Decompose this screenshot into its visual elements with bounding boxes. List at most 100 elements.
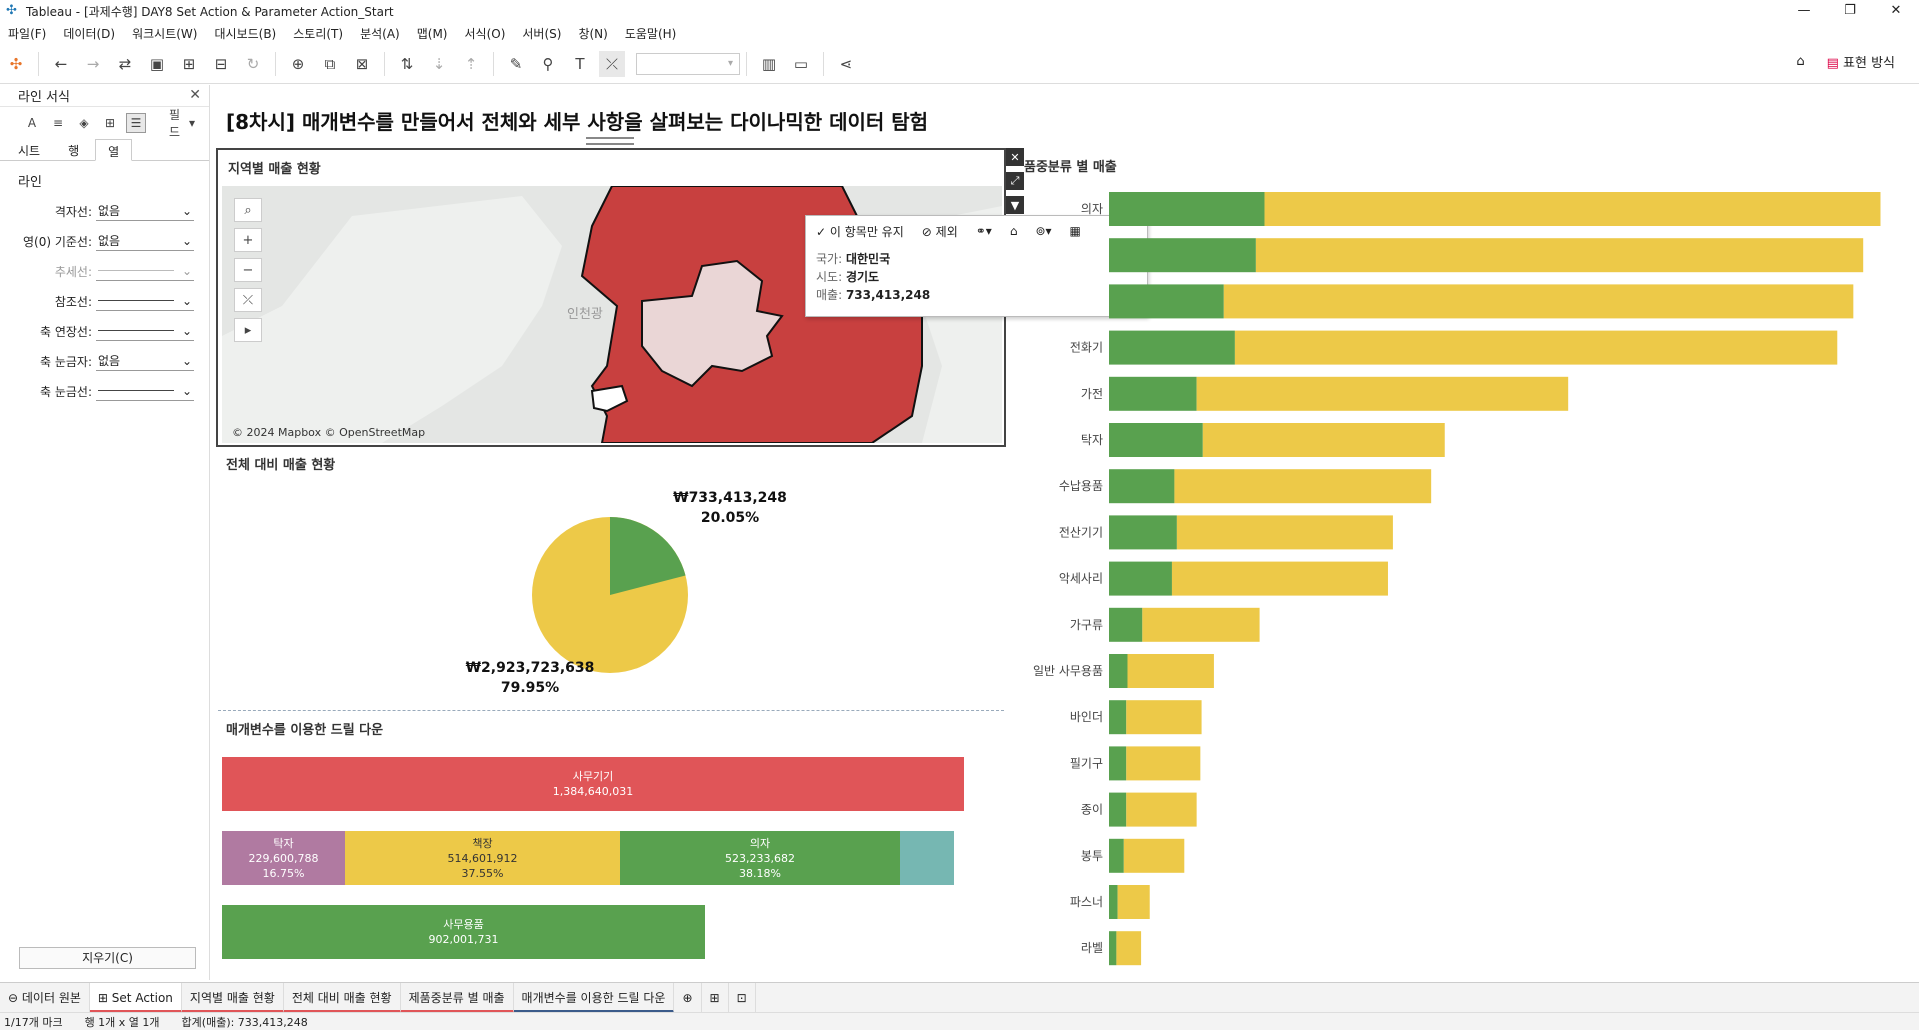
new-datasource-icon[interactable]: ⊞ — [182, 54, 196, 73]
bar-segment-1[interactable] — [1202, 423, 1445, 457]
drill-bar-chairs[interactable]: 의자 523,233,682 38.18% — [620, 831, 900, 885]
region-seoul[interactable] — [641, 259, 784, 388]
group-icon[interactable]: ⚲ — [542, 54, 554, 73]
bar-segment-1[interactable] — [1196, 376, 1569, 411]
bar-segment-0[interactable] — [1109, 376, 1197, 411]
bar-segment-1[interactable] — [1126, 792, 1197, 827]
highlight-icon[interactable]: ✎ — [509, 54, 523, 73]
zero-line-dropdown[interactable]: 없음 ⌄ — [96, 231, 194, 251]
drag-handle[interactable] — [586, 137, 634, 145]
bar-segment-0[interactable] — [1109, 238, 1256, 273]
pause-updates-icon[interactable]: ⊟ — [214, 54, 228, 73]
drill-bar-office-machines[interactable]: 사무기기 1,384,640,031 — [222, 757, 964, 811]
replay-icon[interactable]: ⇄ — [118, 54, 132, 73]
refresh-icon[interactable]: ↻ — [246, 54, 260, 73]
bar-segment-1[interactable] — [1264, 192, 1881, 226]
trend-line-dropdown[interactable]: ⌄ — [96, 261, 194, 281]
bar-segment-0[interactable] — [1109, 192, 1265, 226]
go-to-sheet-icon[interactable]: ⤢ — [1006, 172, 1024, 190]
redo-icon[interactable]: → — [86, 54, 100, 73]
duplicate-sheet-icon[interactable]: ⧉ — [324, 54, 336, 73]
close-icon[interactable]: ✕ — [1890, 3, 1902, 18]
tableau-home-icon[interactable]: ✣ — [9, 54, 23, 73]
remove-sheet-icon[interactable]: ✕ — [1006, 148, 1024, 166]
bar-segment-0[interactable] — [1109, 330, 1235, 365]
bar-segment-1[interactable] — [1117, 885, 1150, 919]
menu-window[interactable]: 창(N) — [578, 26, 608, 41]
new-dashboard-icon[interactable]: ⊞ — [702, 982, 729, 1013]
bar-segment-0[interactable] — [1109, 561, 1172, 596]
tab-set-action[interactable]: ⊞ Set Action — [89, 982, 182, 1013]
bar-segment-1[interactable] — [1171, 561, 1388, 596]
axis-ticks-dropdown[interactable]: 없음 ⌄ — [96, 351, 194, 371]
menu-help[interactable]: 도움말(H) — [624, 26, 677, 41]
group-members-icon[interactable]: ⚭▾ — [975, 224, 992, 238]
expand-arrow-icon[interactable]: ▸ — [234, 318, 262, 342]
clear-sheet-icon[interactable]: ⊠ — [355, 54, 369, 73]
menu-dashboard[interactable]: 대시보드(B) — [214, 26, 277, 41]
bar-segment-1[interactable] — [1142, 607, 1260, 642]
new-worksheet-icon[interactable]: ⊕ — [291, 54, 305, 73]
swap-icon[interactable]: ⇅ — [400, 54, 414, 73]
tab-rows[interactable]: 행 — [68, 144, 80, 158]
menu-analysis[interactable]: 분석(A) — [360, 26, 400, 41]
keep-only-button[interactable]: ✓ 이 항목만 유지 — [816, 223, 904, 240]
sort-desc-icon[interactable]: ⇡ — [464, 54, 478, 73]
font-icon[interactable]: A — [27, 116, 37, 130]
format-painter-icon[interactable]: ⌂ — [1796, 54, 1805, 69]
use-as-filter-icon[interactable]: ▼ — [1006, 196, 1024, 214]
bar-segment-1[interactable] — [1174, 469, 1432, 504]
share-icon[interactable]: ⋖ — [839, 54, 853, 73]
map-search-icon[interactable]: ⌕ — [234, 198, 262, 222]
bar-segment-0[interactable] — [1109, 284, 1224, 319]
view-data-icon[interactable]: ▦ — [1069, 224, 1081, 238]
bar-segment-1[interactable] — [1223, 284, 1854, 319]
minimize-icon[interactable]: — — [1797, 3, 1811, 18]
bar-segment-1[interactable] — [1116, 931, 1142, 966]
bar-segment-0[interactable] — [1109, 423, 1203, 457]
pie-slice-selected[interactable] — [610, 517, 686, 595]
bar-segment-1[interactable] — [1123, 838, 1185, 873]
bar-segment-1[interactable] — [1176, 515, 1393, 550]
grid-lines-dropdown[interactable]: 없음 ⌄ — [96, 201, 194, 221]
new-story-icon[interactable]: ⊡ — [729, 982, 756, 1013]
drill-bar-tables[interactable]: 탁자 229,600,788 16.75% — [222, 831, 345, 885]
bar-segment-0[interactable] — [1109, 607, 1143, 642]
undo-icon[interactable]: ← — [54, 54, 68, 73]
menu-data[interactable]: 데이터(D) — [63, 26, 116, 41]
tab-columns[interactable]: 열 — [95, 139, 133, 161]
bar-segment-0[interactable] — [1109, 515, 1177, 550]
bar-segment-0[interactable] — [1109, 469, 1175, 504]
bar-segment-0[interactable] — [1109, 654, 1128, 688]
bar-segment-1[interactable] — [1127, 654, 1214, 688]
bar-segment-0[interactable] — [1109, 700, 1127, 735]
bar-segment-0[interactable] — [1109, 792, 1127, 827]
bar-segment-0[interactable] — [1109, 746, 1127, 781]
lines-icon[interactable]: ☰ — [126, 113, 146, 133]
menu-server[interactable]: 서버(S) — [522, 26, 562, 41]
zoom-out-icon[interactable]: − — [234, 258, 262, 282]
menu-worksheet[interactable]: 워크시트(W) — [132, 26, 198, 41]
reset-map-icon[interactable]: ⤫ — [234, 288, 262, 312]
show-me-icon[interactable]: ▥ — [761, 54, 777, 73]
menu-file[interactable]: 파일(F) — [8, 26, 47, 41]
restore-icon[interactable]: ❐ — [1844, 3, 1856, 18]
borders-icon[interactable]: ⊞ — [104, 116, 116, 130]
drill-bar-furnishings[interactable] — [900, 831, 954, 885]
set-icon[interactable]: ⊚▾ — [1035, 224, 1052, 238]
menu-story[interactable]: 스토리(T) — [293, 26, 344, 41]
drill-bar-bookcases[interactable]: 책장 514,601,912 37.55% — [345, 831, 620, 885]
tab-regional-sales[interactable]: 지역별 매출 현황 — [181, 982, 284, 1013]
fit-select[interactable]: ▾ — [636, 52, 740, 75]
bar-segment-1[interactable] — [1126, 746, 1201, 781]
label-icon[interactable]: T — [575, 54, 585, 73]
drill-bar-office-supplies[interactable]: 사무용품 902,001,731 — [222, 905, 705, 959]
axis-gridlines-dropdown[interactable]: ⌄ — [96, 381, 194, 401]
menu-map[interactable]: 맵(M) — [416, 26, 448, 41]
zoom-in-icon[interactable]: + — [234, 228, 262, 252]
tab-sheet[interactable]: 시트 — [18, 144, 41, 158]
clear-button[interactable]: 지우기(C) — [19, 947, 196, 969]
region-incheon[interactable] — [590, 384, 629, 413]
menu-format[interactable]: 서식(O) — [464, 26, 506, 41]
